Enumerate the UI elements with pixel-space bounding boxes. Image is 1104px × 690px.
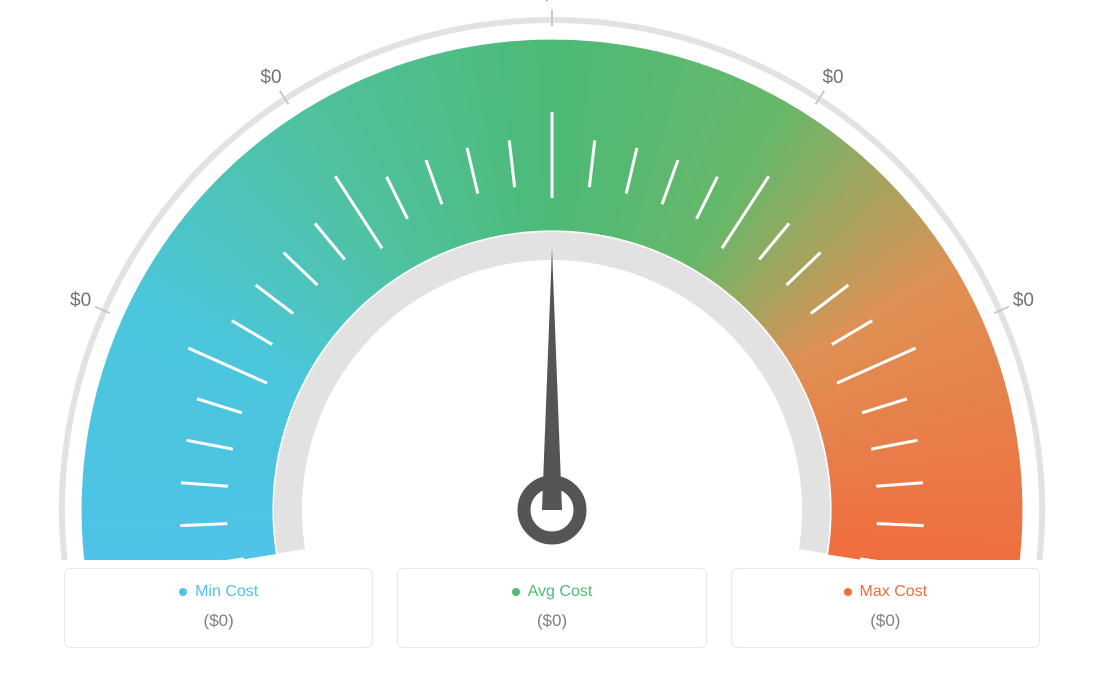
legend-box-2: Max Cost ($0) xyxy=(731,568,1040,648)
legend-row: Min Cost ($0) Avg Cost ($0) Max Cost ($0) xyxy=(0,568,1104,648)
tick-label: $0 xyxy=(260,67,281,88)
legend-label: Max Cost xyxy=(860,583,928,601)
legend-value: ($0) xyxy=(77,611,360,631)
legend-value: ($0) xyxy=(744,611,1027,631)
legend-label: Min Cost xyxy=(195,583,258,601)
tick-label: $0 xyxy=(70,290,91,311)
tick-label: $0 xyxy=(1013,290,1034,311)
legend-box-1: Avg Cost ($0) xyxy=(397,568,706,648)
legend-title: Min Cost xyxy=(179,583,258,601)
legend-dot-icon xyxy=(179,588,187,596)
legend-title: Avg Cost xyxy=(512,583,593,601)
tick-label: $0 xyxy=(541,0,562,5)
minor-tick xyxy=(180,524,227,526)
gauge-needle xyxy=(542,248,562,510)
legend-dot-icon xyxy=(844,588,852,596)
tick-label: $0 xyxy=(822,67,843,88)
legend-box-0: Min Cost ($0) xyxy=(64,568,373,648)
cost-gauge-chart: $0$0$0$0$0$0$0 xyxy=(0,0,1104,560)
legend-title: Max Cost xyxy=(844,583,928,601)
gauge-svg: $0$0$0$0$0$0$0 xyxy=(0,0,1104,560)
minor-tick xyxy=(877,524,924,526)
legend-value: ($0) xyxy=(410,611,693,631)
legend-dot-icon xyxy=(512,588,520,596)
legend-label: Avg Cost xyxy=(528,583,593,601)
